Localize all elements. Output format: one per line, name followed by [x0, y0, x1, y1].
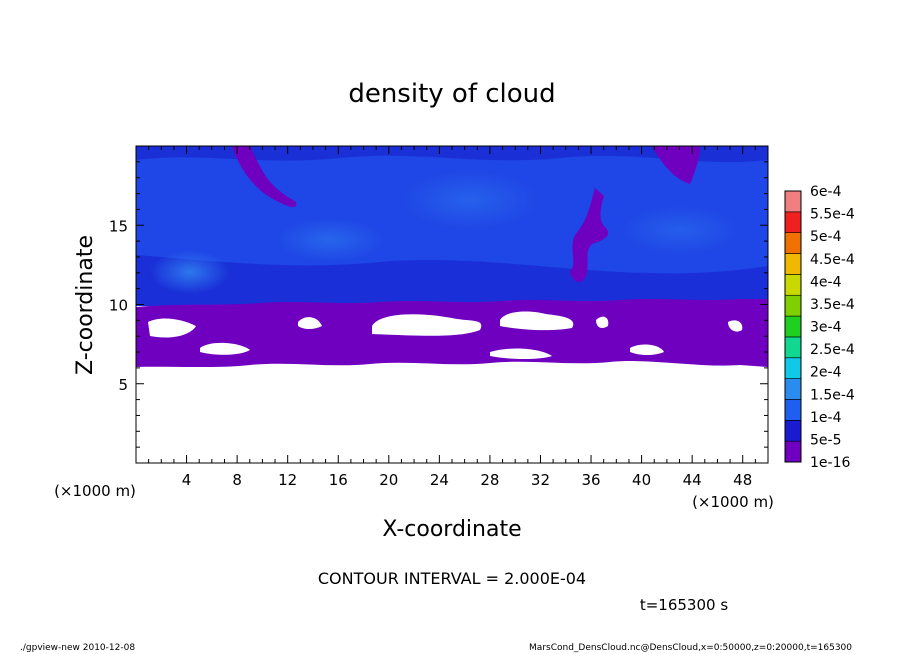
colorbar-swatch — [784, 440, 802, 463]
colorbar-swatch — [784, 357, 802, 379]
colorbar-swatch — [784, 211, 802, 233]
colorbar-label: 4e-4 — [810, 274, 842, 290]
clear-hole-3 — [372, 314, 482, 336]
colorbar-label: 6e-4 — [810, 184, 842, 200]
purple-plume-middle — [570, 188, 609, 282]
y-tick-label: 15 — [109, 217, 128, 235]
blue-upper-dark — [136, 146, 768, 163]
light-blue-patch-4 — [620, 205, 740, 255]
clear-hole-6 — [490, 348, 552, 359]
colorbar-swatch — [784, 232, 802, 254]
x-tick-label: 12 — [278, 471, 297, 489]
clear-hole-9 — [728, 320, 743, 332]
x-tick-label: 16 — [329, 471, 348, 489]
colorbar-swatch — [784, 399, 802, 421]
footer-left: ./gpview-new 2010-12-08 — [20, 643, 135, 653]
clear-air-lower — [136, 361, 768, 463]
x-axis-label: X-coordinate — [382, 517, 521, 542]
y-axis-label: Z-coordinate — [73, 235, 98, 375]
clear-hole-5 — [200, 342, 250, 355]
colorbar-label: 4.5e-4 — [810, 252, 855, 268]
light-blue-patch-2 — [275, 218, 385, 262]
x-unit-left: (×1000 m) — [54, 482, 136, 500]
chart-title: density of cloud — [348, 79, 555, 109]
colorbar-label: 1.5e-4 — [810, 387, 855, 403]
colorbar-label: 1e-16 — [810, 455, 850, 471]
x-tick-label: 4 — [182, 471, 192, 489]
x-unit-right: (×1000 m) — [692, 493, 774, 511]
colorbar-label: 5.5e-4 — [810, 207, 855, 223]
x-tick-label: 48 — [733, 471, 752, 489]
colorbar-swatch — [784, 378, 802, 400]
y-tick-label: 5 — [118, 376, 128, 394]
light-blue-patch-3 — [400, 170, 540, 230]
colorbar-swatch — [784, 253, 802, 275]
purple-plume-right — [652, 146, 700, 184]
colorbar-swatch — [784, 274, 802, 296]
colorbar-label: 3.5e-4 — [810, 297, 855, 313]
colorbar-swatch — [784, 336, 802, 359]
colorbar-frame — [784, 190, 802, 463]
x-tick-label: 40 — [632, 471, 651, 489]
colorbar-label: 5e-4 — [810, 229, 842, 245]
colorbar-swatch — [784, 294, 802, 317]
clear-hole-1 — [148, 318, 196, 338]
colorbar-label: 1e-4 — [810, 410, 842, 426]
clear-hole-4 — [500, 311, 574, 331]
clear-hole-7 — [596, 316, 609, 328]
colorbar-label: 2.5e-4 — [810, 342, 855, 358]
x-tick-label: 8 — [232, 471, 242, 489]
colorbar-swatch — [784, 420, 802, 442]
x-tick-label: 24 — [430, 471, 449, 489]
purple-plume-left — [232, 146, 297, 208]
light-blue-patch-1 — [150, 250, 230, 294]
contour-interval-label: CONTOUR INTERVAL = 2.000E-04 — [318, 569, 586, 588]
time-label: t=165300 s — [640, 596, 728, 614]
x-tick-label: 28 — [480, 471, 499, 489]
heatmap-field — [136, 146, 768, 463]
colorbar-label: 2e-4 — [810, 365, 842, 381]
blue-darker-band — [136, 255, 768, 306]
x-tick-label: 32 — [531, 471, 550, 489]
y-axis: 5 10 15 — [109, 161, 768, 448]
clear-hole-2 — [298, 317, 322, 329]
colorbar-label: 5e-5 — [810, 432, 841, 448]
x-tick-label: 44 — [683, 471, 702, 489]
colorbar: 1e-16 5e-5 1e-4 1.5e-4 2e-4 2.5e-4 3e-4 3.5e-4 4… — [784, 184, 855, 471]
colorbar-swatch — [784, 315, 802, 338]
x-tick-label: 20 — [379, 471, 398, 489]
y-tick-label: 10 — [109, 297, 128, 315]
footer-right: MarsCond_DensCloud.nc@DensCloud,x=0:5000… — [529, 643, 852, 653]
x-tick-label: 36 — [581, 471, 600, 489]
x-axis: 4 8 12 16 20 24 28 32 36 40 44 48 — [148, 146, 756, 489]
colorbar-label: 3e-4 — [810, 320, 842, 336]
colorbar-swatch — [784, 190, 802, 213]
clear-hole-8 — [630, 344, 664, 355]
